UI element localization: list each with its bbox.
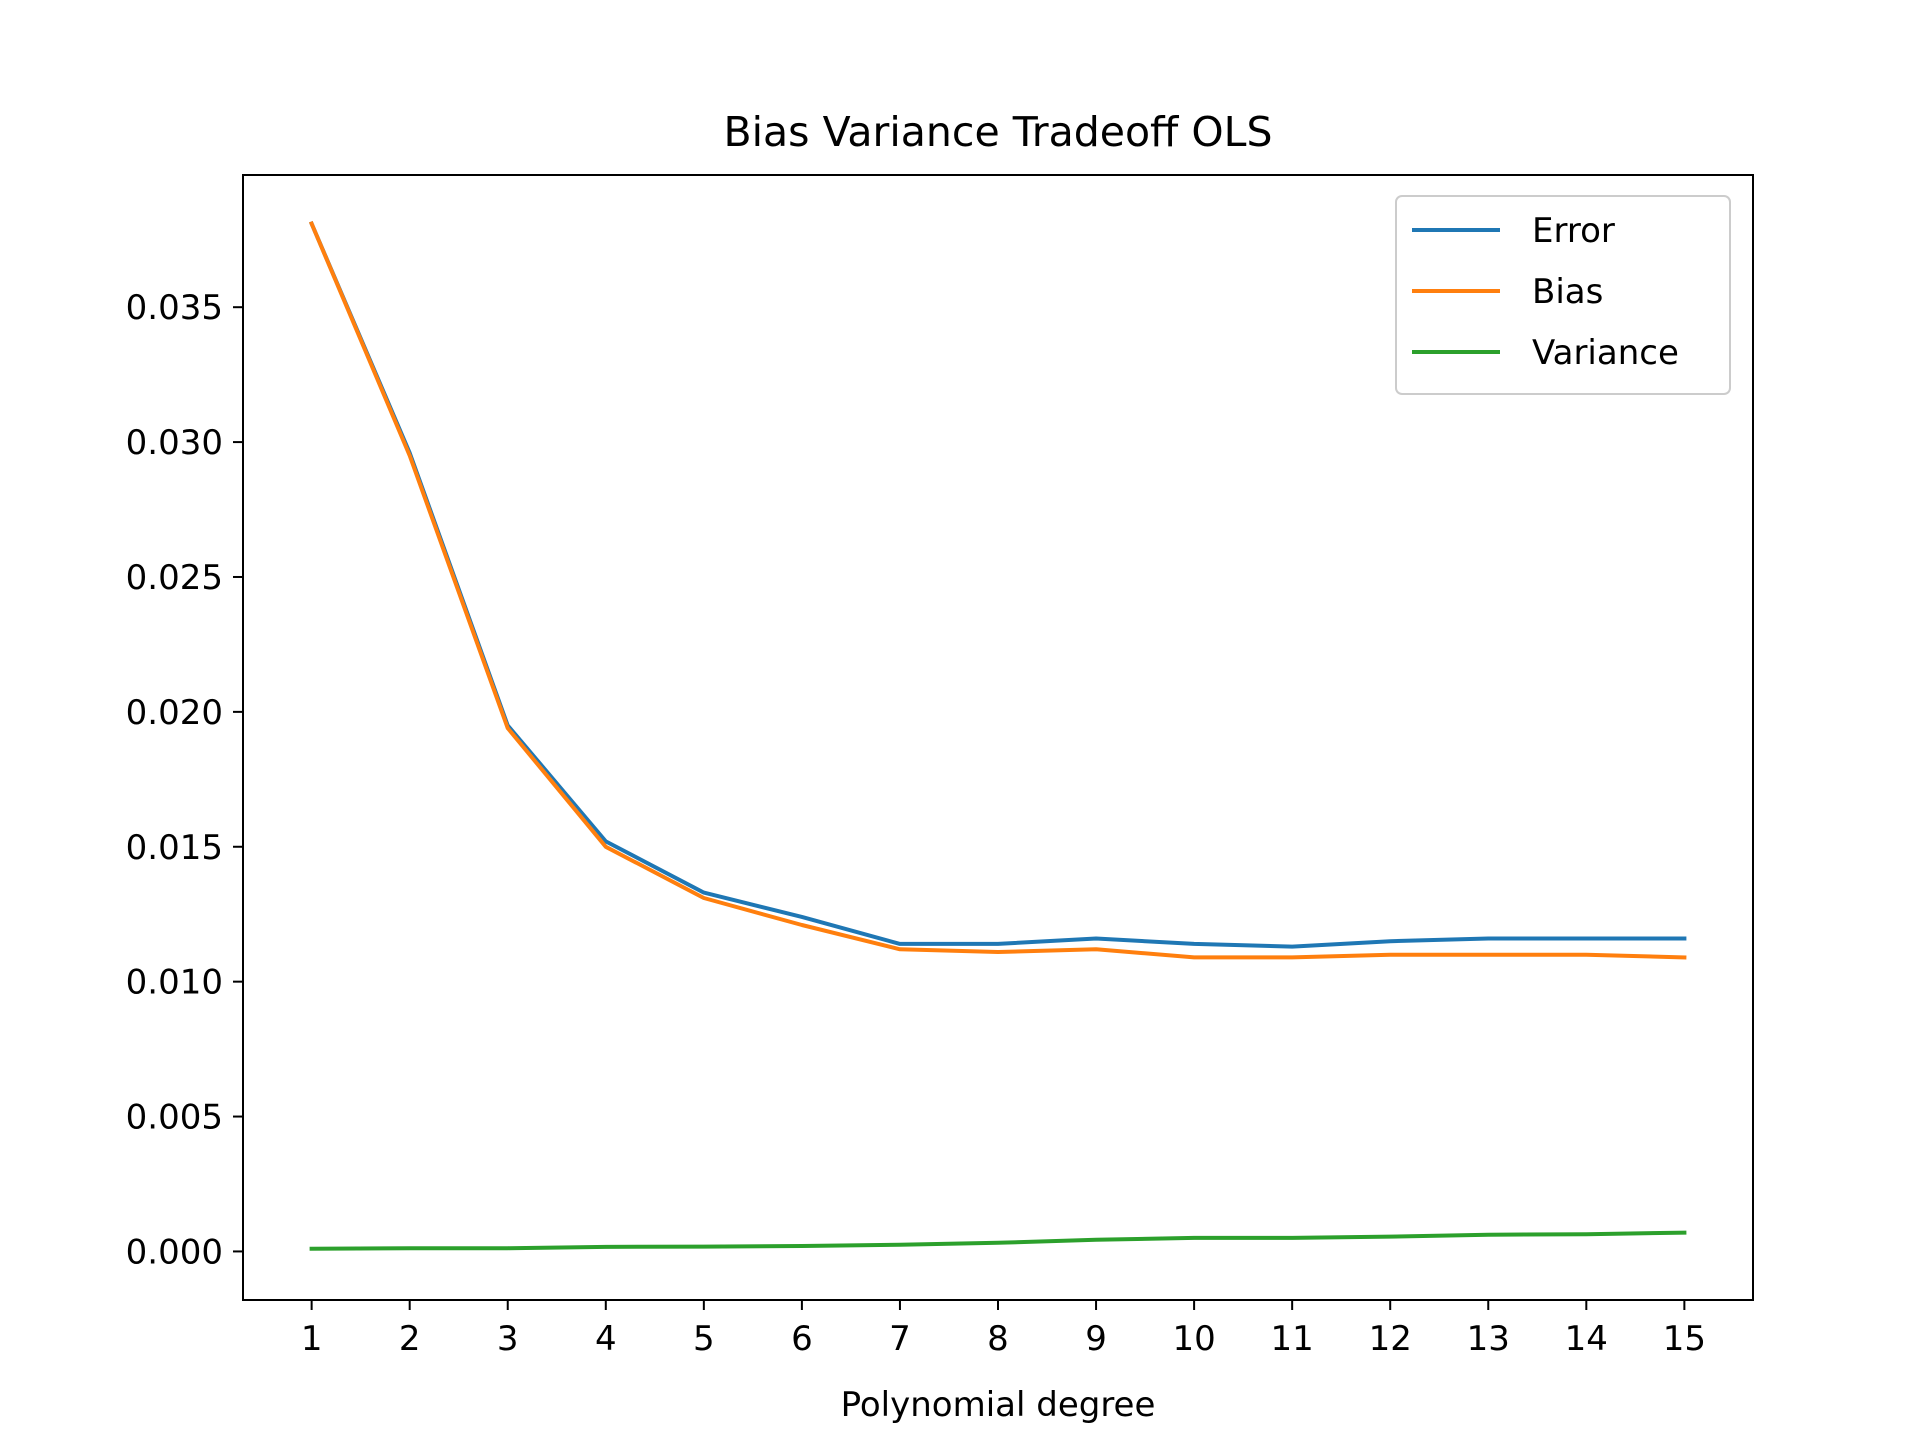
legend-label-bias: Bias — [1532, 272, 1603, 312]
legend-label-variance: Variance — [1532, 333, 1679, 373]
x-tick-label: 4 — [595, 1319, 617, 1359]
series-line-bias — [308, 220, 1687, 960]
x-tick-label: 10 — [1172, 1319, 1215, 1359]
legend-label-error: Error — [1532, 211, 1615, 251]
y-tick-label: 0.015 — [126, 828, 223, 868]
x-axis: 1 2 3 4 5 6 7 8 9 10 11 12 13 14 15 — [301, 1300, 1706, 1359]
y-tick-label: 0.010 — [126, 963, 223, 1003]
chart-title: Bias Variance Tradeoff OLS — [724, 108, 1273, 156]
y-tick-label: 0.000 — [126, 1232, 223, 1272]
series-line-error — [308, 220, 1687, 949]
legend-frame — [1395, 195, 1731, 395]
x-tick-label: 11 — [1271, 1319, 1314, 1359]
y-tick-label: 0.020 — [126, 693, 223, 733]
x-tick-label: 6 — [791, 1319, 813, 1359]
x-axis-title: Polynomial degree — [841, 1385, 1156, 1425]
y-axis: 0.000 0.005 0.010 0.015 0.020 0.025 0.030 0.035 — [126, 288, 243, 1272]
x-tick-label: 2 — [399, 1319, 421, 1359]
x-tick-label: 5 — [693, 1319, 715, 1359]
y-tick-label: 0.030 — [126, 423, 223, 463]
legend: Error Bias Variance — [1395, 195, 1731, 395]
y-tick-label: 0.005 — [126, 1098, 223, 1138]
x-tick-label: 1 — [301, 1319, 323, 1359]
y-tick-label: 0.035 — [126, 288, 223, 328]
x-tick-label: 9 — [1085, 1319, 1107, 1359]
plot-area — [308, 220, 1687, 1251]
y-tick-label: 0.025 — [126, 558, 223, 598]
x-tick-label: 15 — [1663, 1319, 1706, 1359]
x-tick-label: 13 — [1467, 1319, 1510, 1359]
x-tick-label: 8 — [987, 1319, 1009, 1359]
series-line-variance — [309, 1230, 1687, 1251]
x-tick-label: 7 — [889, 1319, 911, 1359]
x-tick-label: 14 — [1565, 1319, 1608, 1359]
x-tick-label: 3 — [497, 1319, 519, 1359]
x-tick-label: 12 — [1369, 1319, 1412, 1359]
